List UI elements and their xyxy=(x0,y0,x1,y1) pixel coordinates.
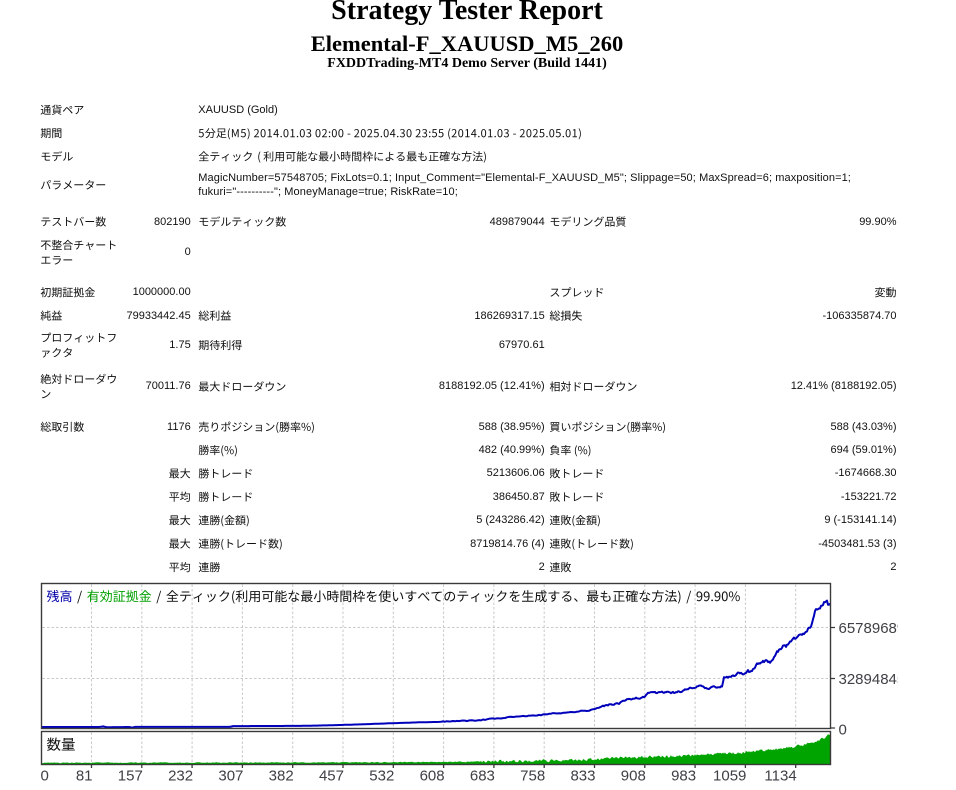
svg-text:608: 608 xyxy=(420,767,445,784)
svg-text:532: 532 xyxy=(369,767,394,784)
svg-text:1134: 1134 xyxy=(764,767,796,784)
svg-text:32894845: 32894845 xyxy=(839,671,899,688)
svg-text:457: 457 xyxy=(319,767,344,784)
svg-text:983: 983 xyxy=(671,767,696,784)
svg-text:81: 81 xyxy=(76,767,93,784)
svg-text:65789689: 65789689 xyxy=(839,620,899,637)
svg-text:382: 382 xyxy=(269,767,294,784)
svg-text:683: 683 xyxy=(470,767,495,784)
svg-text:307: 307 xyxy=(218,767,243,784)
svg-text:232: 232 xyxy=(168,767,193,784)
svg-text:833: 833 xyxy=(570,767,595,784)
svg-text:0: 0 xyxy=(839,722,847,739)
svg-text:157: 157 xyxy=(118,767,143,784)
svg-text:1059: 1059 xyxy=(713,767,746,784)
svg-text:0: 0 xyxy=(41,767,49,784)
svg-text:758: 758 xyxy=(520,767,545,784)
svg-text:908: 908 xyxy=(621,767,646,784)
